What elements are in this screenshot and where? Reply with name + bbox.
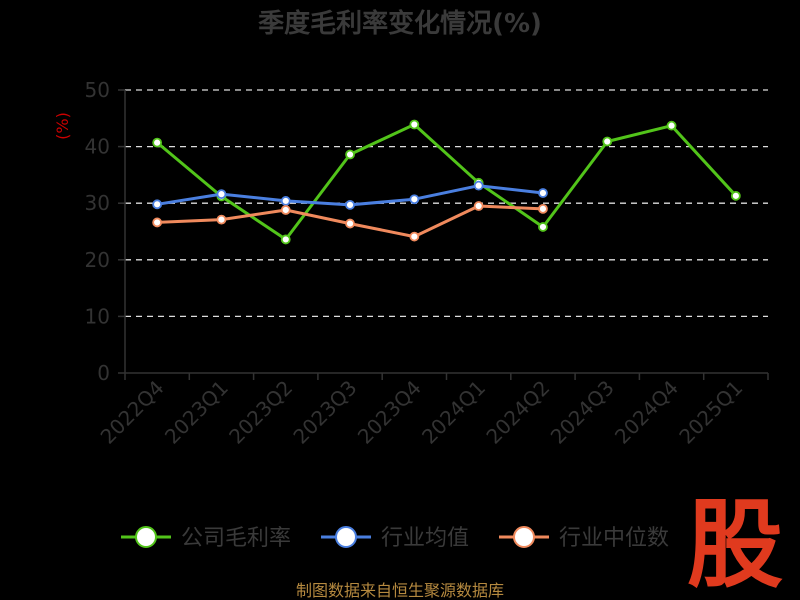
series-3 <box>152 201 548 242</box>
x-tick-label: 2024Q1 <box>417 376 490 449</box>
data-point <box>538 222 548 232</box>
x-tick-label: 2023Q3 <box>288 376 361 449</box>
data-point <box>473 201 484 211</box>
data-point <box>409 231 420 242</box>
legend-marker <box>513 526 535 548</box>
grid-lines <box>125 89 768 318</box>
y-tick-label: 20 <box>85 248 110 272</box>
data-point <box>216 189 227 200</box>
y-tick-label: 30 <box>85 191 110 215</box>
data-point <box>152 199 163 210</box>
y-tick-label: 0 <box>97 361 110 385</box>
series-line <box>155 123 738 241</box>
data-point <box>409 119 420 130</box>
legend-label: 行业均值 <box>381 526 469 551</box>
data-point <box>730 190 741 201</box>
series-layer <box>152 119 741 245</box>
legend-marker <box>335 526 357 548</box>
data-point <box>280 196 291 206</box>
source-note: 制图数据来自恒生聚源数据库 <box>296 581 504 600</box>
y-axis-label: (%) <box>53 112 72 140</box>
legend-marker <box>135 526 157 548</box>
x-tick-label: 2024Q2 <box>481 376 554 449</box>
data-point <box>345 199 355 210</box>
y-axis-ticks: 0 10 20 30 40 50 <box>85 78 125 385</box>
x-tick-label: 2023Q1 <box>160 376 233 449</box>
legend-label: 公司毛利率 <box>181 526 291 551</box>
legend-label: 行业中位数 <box>559 526 669 551</box>
series-2 <box>152 180 548 210</box>
data-point <box>602 136 613 147</box>
y-tick-label: 50 <box>85 78 110 102</box>
x-tick-label: 2024Q3 <box>546 376 619 449</box>
data-point <box>280 234 291 245</box>
data-point <box>152 217 163 228</box>
data-point <box>538 203 548 214</box>
data-point <box>216 214 227 225</box>
data-point <box>345 149 355 160</box>
data-point <box>473 180 484 191</box>
x-tick-label: 2025Q1 <box>674 376 747 449</box>
data-point <box>409 194 420 205</box>
x-tick-label: 2022Q4 <box>96 376 169 449</box>
legend: 公司毛利率 行业均值 行业中位数 <box>121 526 669 551</box>
data-point <box>280 205 291 215</box>
data-point <box>152 137 163 148</box>
x-tick-label: 2023Q4 <box>353 376 426 449</box>
y-tick-label: 10 <box>85 304 110 328</box>
x-axis-ticks: 2022Q42023Q12023Q22023Q32023Q42024Q12024… <box>96 373 769 449</box>
watermark-logo: 股 <box>687 489 783 600</box>
x-tick-label: 2024Q4 <box>610 376 683 449</box>
x-tick-label: 2023Q2 <box>224 376 297 449</box>
y-tick-label: 40 <box>85 135 110 159</box>
chart-title: 季度毛利率变化情况(%) <box>258 8 542 39</box>
data-point <box>345 218 355 229</box>
series-1 <box>152 119 741 245</box>
data-point <box>666 120 677 131</box>
data-point <box>538 188 548 198</box>
